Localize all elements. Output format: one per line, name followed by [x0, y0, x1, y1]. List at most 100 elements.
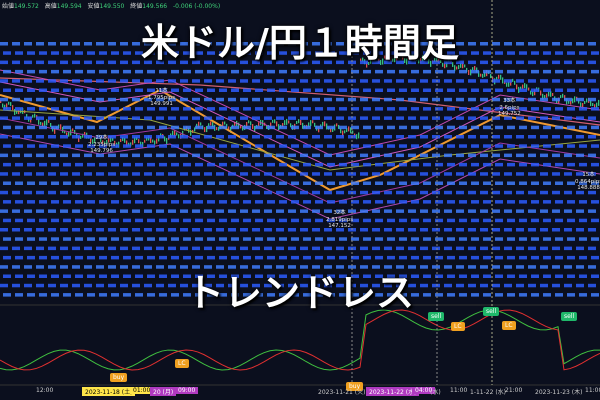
band-cell [396, 42, 404, 46]
band-cell [363, 181, 371, 185]
band-cell [528, 209, 536, 213]
band-cell [387, 237, 395, 241]
band-cell [351, 107, 359, 111]
band-cell [387, 107, 395, 111]
band-cell [3, 218, 11, 223]
band-cell [336, 116, 344, 120]
band-cell [363, 125, 371, 130]
candle [362, 57, 364, 62]
band-cell [87, 218, 95, 223]
band-cell [432, 246, 440, 251]
band-cell [567, 274, 575, 278]
candle [592, 103, 594, 107]
band-cell [168, 265, 176, 269]
band-cell [12, 116, 20, 120]
band-cell [144, 283, 152, 288]
band-cell [576, 135, 584, 139]
band-cell [336, 79, 344, 83]
band-cell [564, 246, 572, 251]
band-cell [24, 135, 32, 139]
candle [436, 56, 438, 62]
band-cell [564, 283, 572, 288]
band-cell [267, 218, 275, 223]
band-cell [396, 60, 404, 65]
band-cell [336, 153, 344, 158]
band-cell [540, 283, 548, 288]
band-cell [303, 107, 311, 111]
band-cell [576, 97, 584, 102]
band-cell [120, 265, 128, 269]
band-cell [120, 135, 128, 139]
band-cell [156, 97, 164, 102]
band-cell [279, 107, 287, 111]
time-label: 2023-11-18 (土) [82, 387, 136, 396]
band-cell [192, 246, 200, 251]
candle [376, 56, 378, 60]
band-cell [375, 144, 383, 148]
band-cell [351, 218, 359, 223]
band-cell [327, 107, 335, 111]
candle [2, 103, 4, 108]
band-cell [588, 42, 596, 46]
candle [26, 114, 28, 119]
band-cell [579, 255, 587, 260]
band-cell [207, 293, 215, 297]
band-cell [435, 274, 443, 278]
band-cell [180, 79, 188, 83]
band-cell [51, 144, 59, 148]
candle [298, 119, 300, 124]
band-cell [312, 135, 320, 139]
band-cell [552, 42, 560, 46]
ohlc-header: 始値149.572 高値149.594 安値149.550 終値149.566 … [2, 1, 224, 10]
band-cell [360, 97, 368, 102]
band-cell [96, 42, 104, 46]
band-cell [51, 293, 59, 297]
band-cell [3, 69, 11, 74]
band-cell [240, 265, 248, 269]
band-cell [243, 69, 251, 74]
band-cell [363, 51, 371, 55]
band-cell [183, 107, 191, 111]
band-cell [240, 283, 248, 288]
band-cell [255, 255, 263, 260]
band-cell [312, 79, 320, 83]
band-cell [432, 135, 440, 139]
candle [78, 135, 80, 142]
band-cell [396, 97, 404, 102]
candle [146, 136, 148, 141]
candle [480, 73, 482, 77]
band-cell [228, 209, 236, 213]
candle [456, 66, 458, 70]
candle [266, 125, 268, 130]
candle [126, 140, 128, 147]
band-cell [156, 190, 164, 195]
band-cell [456, 135, 464, 139]
band-cell [60, 172, 68, 176]
band-cell [27, 144, 35, 148]
band-cell [36, 97, 44, 102]
band-cell [168, 209, 176, 213]
band-cell [159, 51, 167, 55]
band-cell [207, 107, 215, 111]
band-cell [423, 51, 431, 55]
band-cell [36, 246, 44, 251]
band-cell [291, 51, 299, 55]
band-cell [375, 255, 383, 260]
band-cell [108, 153, 116, 158]
band-cell [267, 162, 275, 167]
candle [548, 91, 550, 97]
band-cell [576, 283, 584, 288]
band-cell [303, 162, 311, 167]
band-cell [252, 153, 260, 158]
band-cell [108, 79, 116, 83]
band-cell [408, 42, 416, 46]
band-cell [483, 218, 491, 223]
band-cell [48, 79, 56, 83]
band-cell [24, 283, 32, 288]
band-cell [396, 153, 404, 158]
band-cell [480, 283, 488, 288]
band-cell [168, 79, 176, 83]
band-cell [387, 125, 395, 130]
band-cell [531, 162, 539, 167]
band-cell [36, 209, 44, 213]
